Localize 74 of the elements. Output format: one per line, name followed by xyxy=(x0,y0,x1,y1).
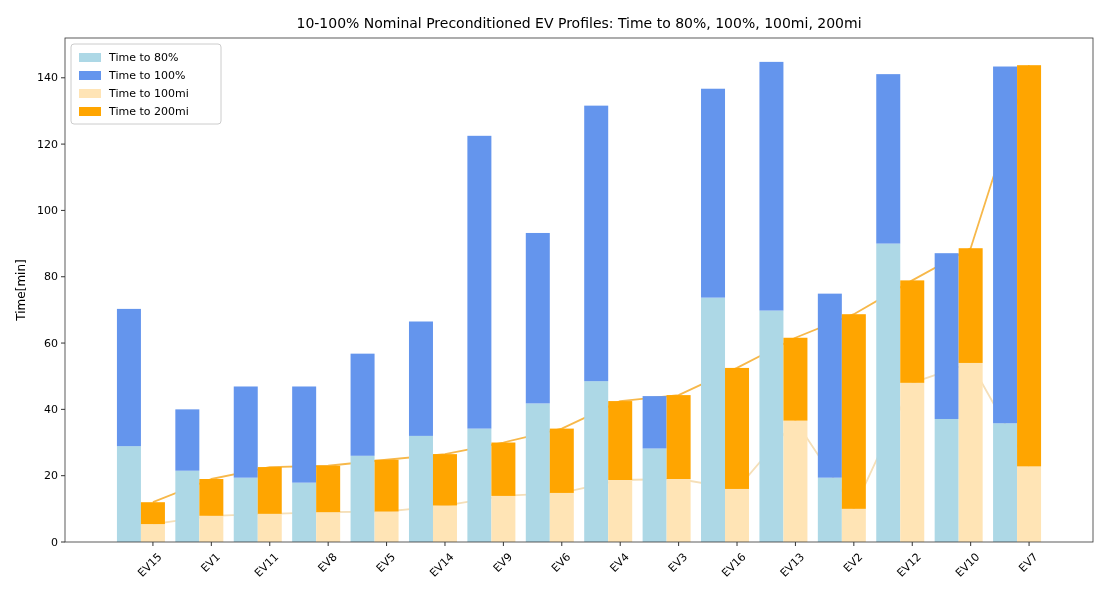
bar xyxy=(525,403,550,542)
bar xyxy=(900,280,925,383)
chart-title: 10-100% Nominal Preconditioned EV Profiles: Time to 80%, 100%, 100mi, 200mi xyxy=(296,15,862,31)
bar xyxy=(759,310,784,542)
bar xyxy=(817,477,842,542)
y-tick-label: 120 xyxy=(37,137,58,151)
bar xyxy=(841,508,866,542)
bar xyxy=(993,423,1018,542)
bar xyxy=(876,243,901,542)
bar xyxy=(701,297,726,542)
bar xyxy=(584,105,609,382)
y-tick-label: 0 xyxy=(51,535,58,549)
y-tick-label: 140 xyxy=(37,71,58,85)
bar xyxy=(257,467,282,514)
bar xyxy=(374,511,399,542)
bar xyxy=(408,321,433,436)
legend-label: Time to 80% xyxy=(108,51,179,64)
y-tick-label: 100 xyxy=(37,203,58,217)
bar xyxy=(467,428,492,542)
legend-label: Time to 200mi xyxy=(108,105,189,118)
bar xyxy=(876,74,901,244)
bar xyxy=(584,381,609,542)
bar xyxy=(900,382,925,542)
y-tick-label: 40 xyxy=(44,402,58,416)
bar xyxy=(116,308,141,447)
bar xyxy=(549,428,574,493)
bar xyxy=(759,61,784,311)
bar xyxy=(642,396,667,449)
y-tick-label: 60 xyxy=(44,336,58,350)
bar xyxy=(491,495,516,542)
bar xyxy=(1017,466,1042,542)
bar xyxy=(467,135,492,429)
bar xyxy=(725,488,750,542)
bar xyxy=(257,513,282,542)
bar xyxy=(432,505,457,542)
bar xyxy=(1017,65,1042,467)
legend-label: Time to 100mi xyxy=(108,87,189,100)
bar xyxy=(701,88,726,298)
bar xyxy=(199,515,224,542)
y-tick-label: 20 xyxy=(44,469,58,483)
bar xyxy=(175,409,200,471)
bar xyxy=(292,386,317,483)
bar xyxy=(374,459,399,512)
bar xyxy=(408,435,433,542)
bar xyxy=(233,477,258,542)
bar xyxy=(292,482,317,542)
bar xyxy=(140,502,165,525)
bar xyxy=(316,465,341,513)
bar xyxy=(841,314,866,509)
bar xyxy=(934,253,959,419)
y-tick-label: 80 xyxy=(44,270,58,284)
bar xyxy=(725,367,750,489)
bar xyxy=(350,353,375,456)
bar xyxy=(549,492,574,542)
bar xyxy=(350,455,375,542)
bar xyxy=(233,386,258,478)
y-axis-title: Time[min] xyxy=(14,259,28,322)
x-tick-label: EV1 xyxy=(198,550,223,575)
bar xyxy=(642,448,667,542)
bar xyxy=(934,418,959,542)
bar xyxy=(525,232,550,404)
bar xyxy=(116,446,141,542)
bar xyxy=(958,248,983,363)
bar xyxy=(783,337,808,421)
bar xyxy=(140,524,165,542)
legend-label: Time to 100% xyxy=(108,69,186,82)
bar xyxy=(491,442,516,496)
bar xyxy=(817,293,842,478)
bar xyxy=(199,479,224,516)
bar xyxy=(993,66,1018,424)
bar xyxy=(175,470,200,542)
bar xyxy=(666,395,691,479)
bar xyxy=(608,401,633,480)
bar xyxy=(432,454,457,506)
